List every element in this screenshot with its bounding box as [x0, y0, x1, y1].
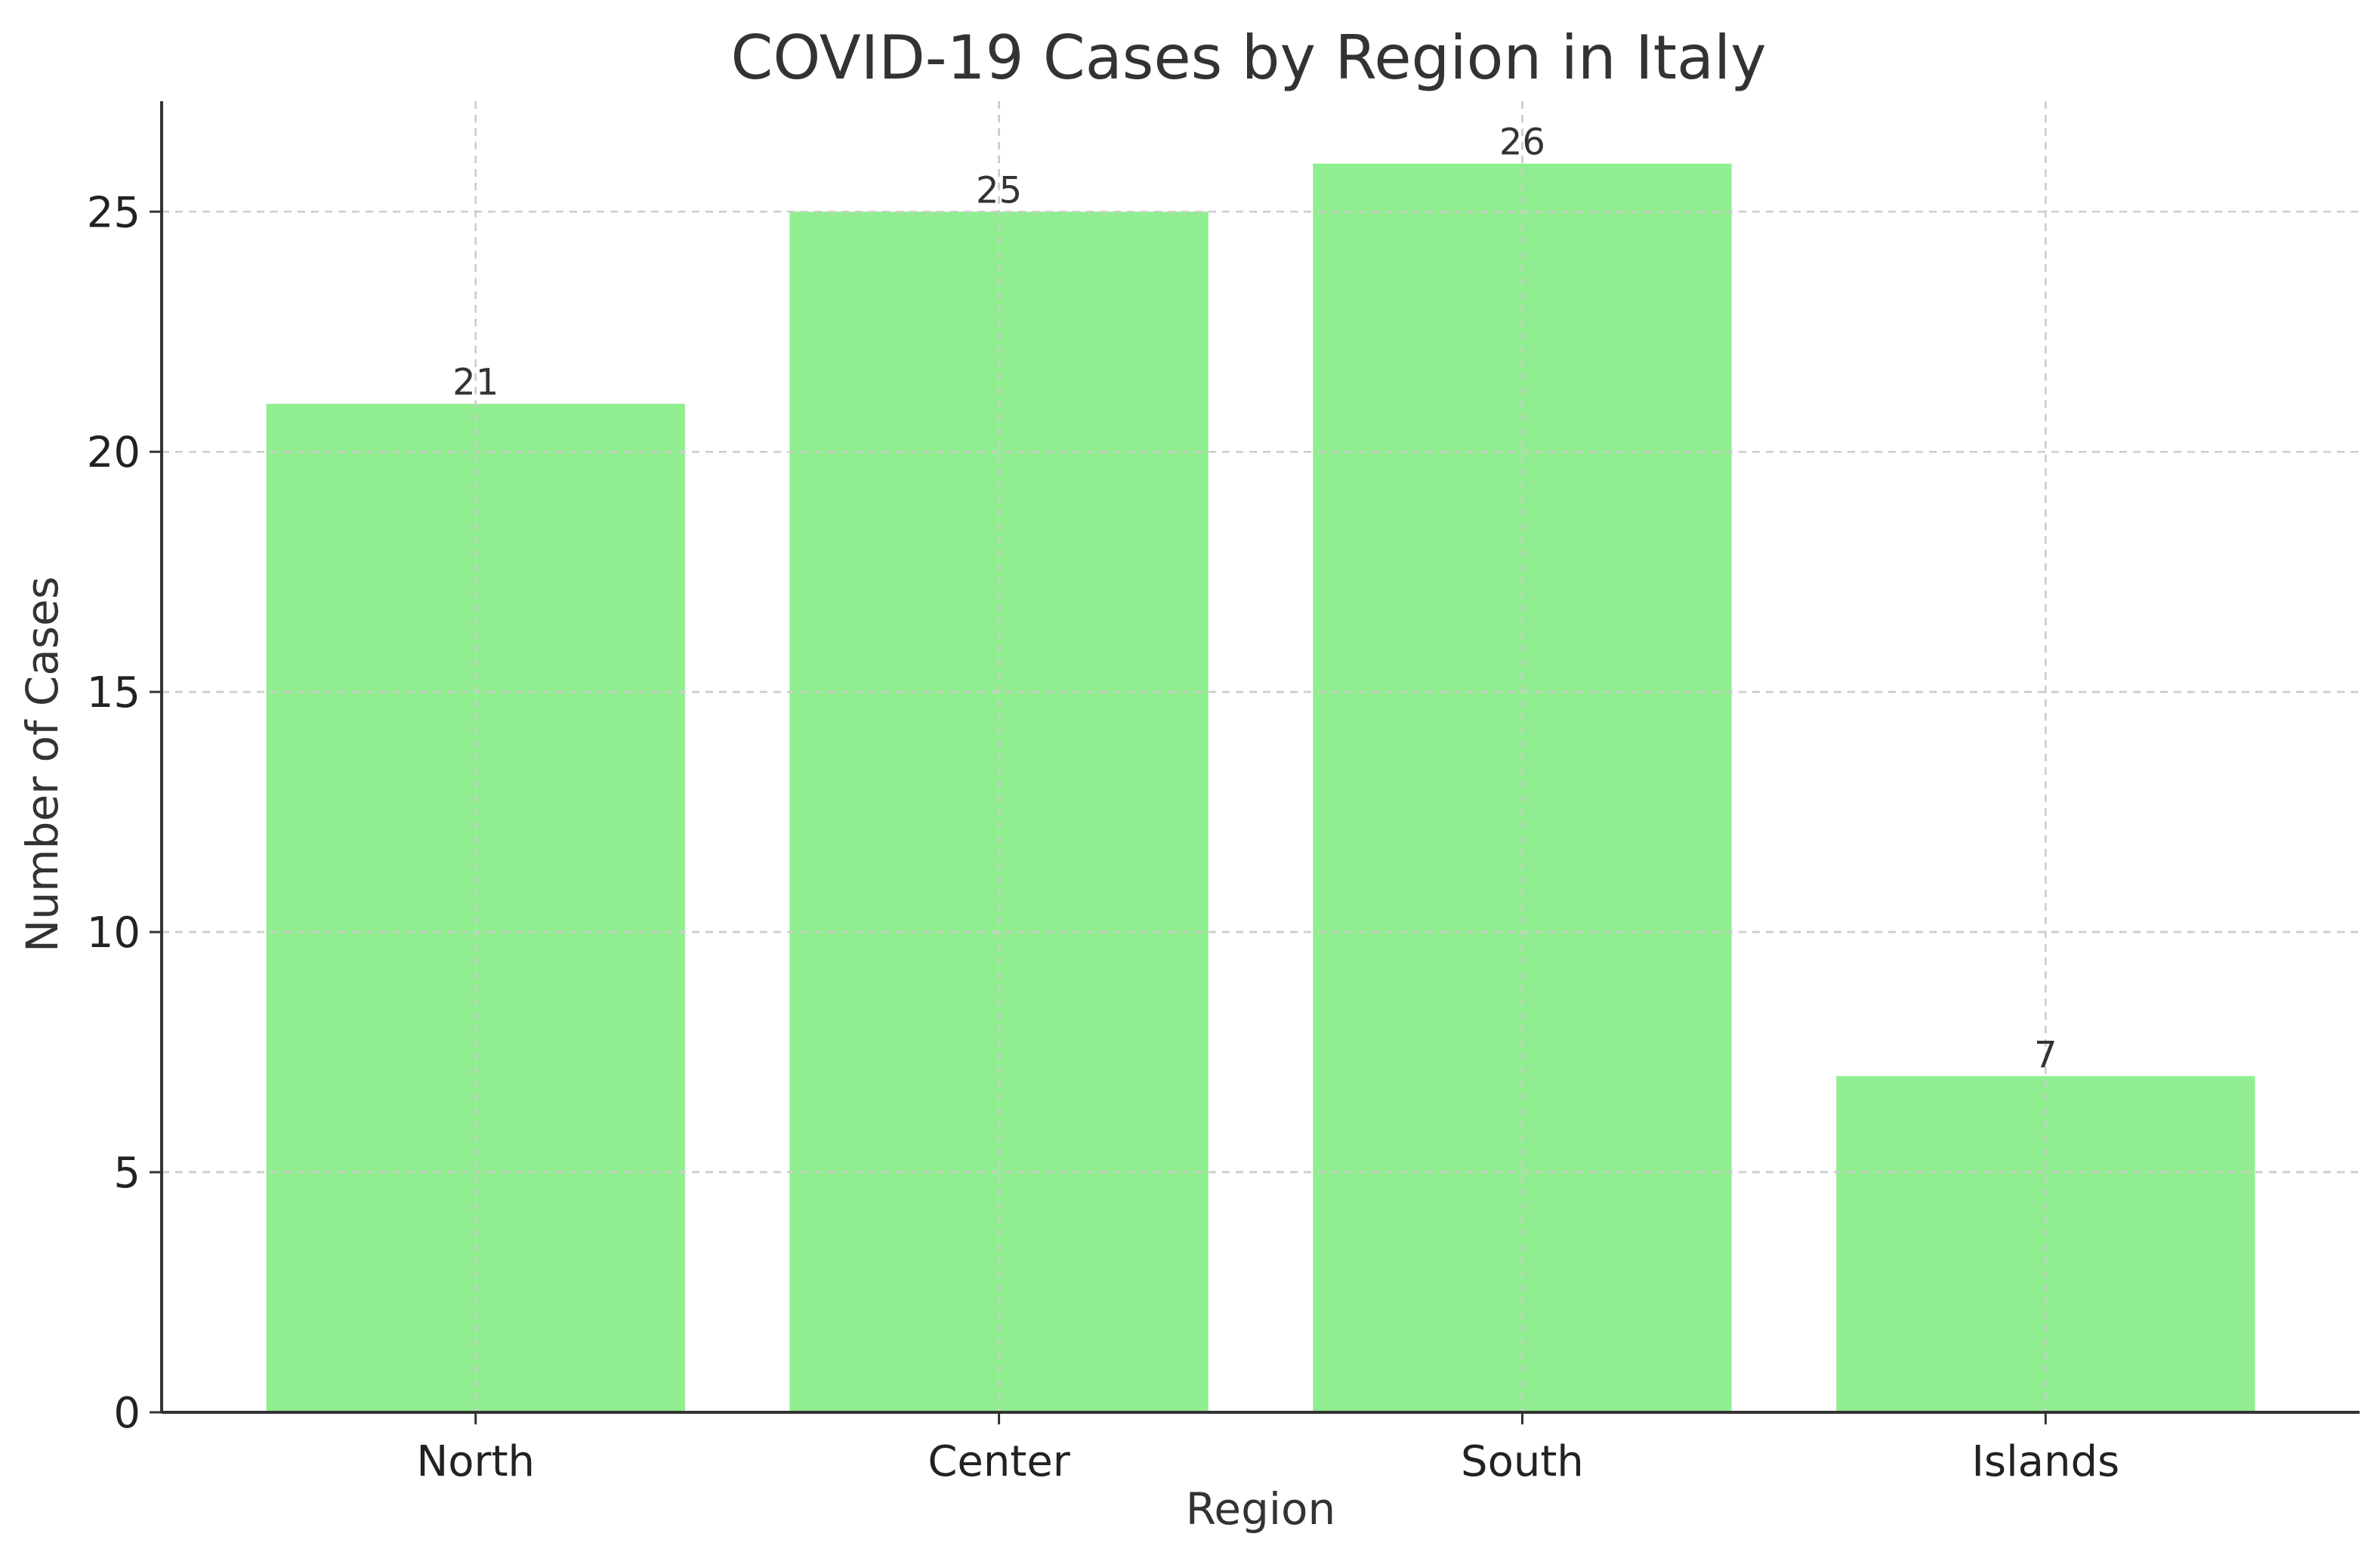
data-label: 21 — [452, 362, 499, 404]
x-tick-label: Islands — [1971, 1437, 2119, 1486]
y-tick-label: 15 — [87, 668, 140, 717]
bars-layer — [162, 101, 2360, 1413]
labels-layer: 0 5 10 15 20 25 North Center South Islands 21 25 26 7 — [87, 122, 2119, 1486]
x-tick-label: North — [416, 1437, 535, 1486]
axes-layer — [150, 101, 2360, 1424]
y-tick-label: 0 — [113, 1389, 140, 1438]
y-tick-label: 5 — [113, 1149, 140, 1198]
y-axis-label: Number of Cases — [17, 576, 68, 952]
x-tick-label: South — [1461, 1437, 1584, 1486]
y-tick-label: 20 — [87, 428, 140, 477]
x-axis-label: Region — [1186, 1483, 1336, 1535]
chart-title: COVID-19 Cases by Region in Italy — [730, 23, 1766, 93]
x-tick-label: Center — [928, 1437, 1070, 1486]
y-tick-label: 25 — [87, 188, 140, 237]
data-label: 7 — [2034, 1034, 2057, 1076]
data-label: 25 — [976, 169, 1022, 211]
y-tick-label: 10 — [87, 909, 140, 958]
data-label: 26 — [1499, 122, 1545, 164]
